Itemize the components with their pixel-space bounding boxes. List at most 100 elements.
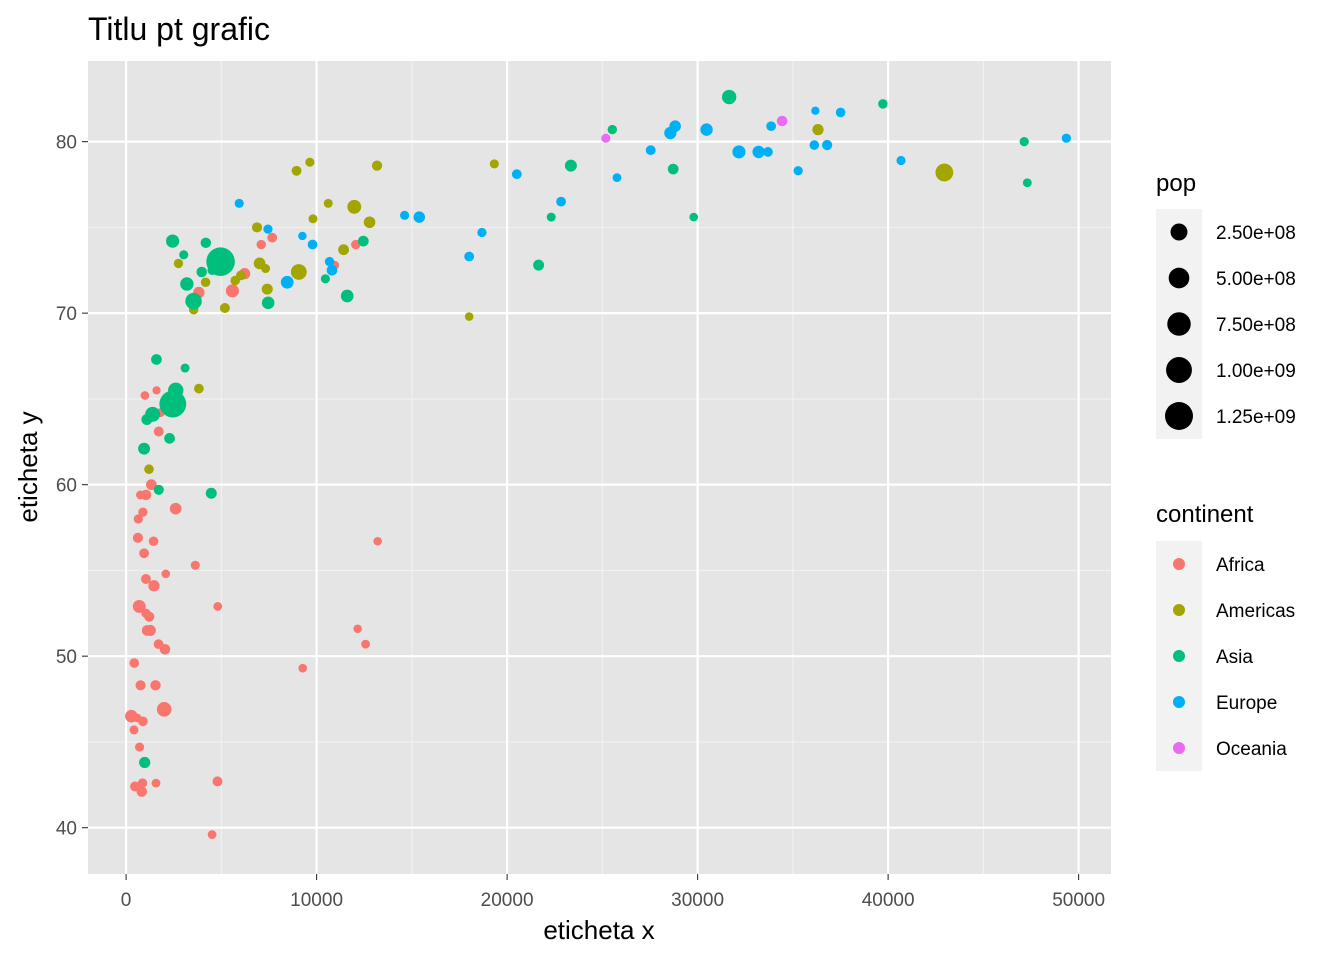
y-tick-label: 70 xyxy=(56,304,77,325)
color-legend-label: Europe xyxy=(1216,693,1277,714)
data-point xyxy=(935,163,954,182)
data-point xyxy=(878,99,888,109)
x-tick-label: 50000 xyxy=(1052,890,1105,911)
data-point xyxy=(166,234,180,248)
data-point xyxy=(263,224,273,234)
chart-title: Titlu pt grafic xyxy=(88,11,270,47)
color-legend-key xyxy=(1173,558,1185,570)
data-point xyxy=(151,354,162,365)
data-point xyxy=(812,123,824,136)
data-point xyxy=(612,173,622,183)
x-tick-label: 40000 xyxy=(862,890,915,911)
data-point xyxy=(161,569,171,579)
data-point xyxy=(219,302,230,314)
data-points xyxy=(125,89,1071,839)
data-point xyxy=(721,89,737,105)
data-point xyxy=(556,196,566,207)
data-point xyxy=(766,121,776,132)
size-legend-key xyxy=(1167,312,1191,336)
data-point xyxy=(169,502,182,515)
data-point xyxy=(196,266,207,278)
y-axis-label: eticheta y xyxy=(13,411,43,522)
data-point xyxy=(132,599,146,613)
data-point xyxy=(700,123,713,136)
data-point xyxy=(141,608,151,618)
data-point xyxy=(324,256,335,267)
data-point xyxy=(290,264,307,280)
minor-grid xyxy=(88,61,1111,874)
data-point xyxy=(347,199,362,214)
data-point xyxy=(205,487,217,499)
data-point xyxy=(835,107,846,118)
data-point xyxy=(207,830,217,839)
y-tick-label: 40 xyxy=(56,819,77,840)
data-point xyxy=(669,120,681,132)
x-tick-label: 20000 xyxy=(481,890,534,911)
size-legend-label: 2.50e+08 xyxy=(1216,223,1296,244)
data-point xyxy=(148,536,159,547)
data-point xyxy=(353,624,362,634)
data-point xyxy=(1022,178,1032,188)
data-point xyxy=(371,160,383,171)
data-point xyxy=(168,382,184,398)
color-legend-label: Oceania xyxy=(1216,739,1287,760)
data-point xyxy=(159,390,187,418)
size-legend-key xyxy=(1168,267,1190,289)
data-point xyxy=(200,277,211,288)
data-point xyxy=(138,716,148,727)
data-point xyxy=(150,680,161,691)
data-point xyxy=(1061,133,1071,143)
data-point xyxy=(144,464,154,475)
data-point xyxy=(152,386,161,395)
size-legend-label: 5.00e+08 xyxy=(1216,269,1296,290)
size-legend-label: 7.50e+08 xyxy=(1216,315,1296,336)
data-point xyxy=(601,133,611,143)
data-point xyxy=(607,124,618,135)
data-point xyxy=(896,155,906,166)
data-point xyxy=(190,560,200,570)
data-point xyxy=(464,312,474,321)
data-point xyxy=(129,658,140,668)
color-legend-key xyxy=(1173,696,1185,708)
data-point xyxy=(564,159,577,172)
data-point xyxy=(261,296,275,310)
data-point xyxy=(173,258,184,269)
data-point xyxy=(141,413,153,425)
color-legend-key xyxy=(1173,604,1185,616)
data-point xyxy=(511,169,522,180)
plot-panel xyxy=(88,61,1111,874)
data-point xyxy=(140,574,151,584)
data-point xyxy=(132,532,143,543)
data-point xyxy=(340,289,354,303)
x-tick-label: 10000 xyxy=(290,890,343,911)
data-point xyxy=(256,239,266,250)
data-point xyxy=(363,216,376,229)
color-legend-key xyxy=(1173,742,1185,754)
data-point xyxy=(159,644,171,655)
data-point xyxy=(267,232,278,243)
data-point xyxy=(153,426,164,437)
color-legend-label: Americas xyxy=(1216,601,1295,622)
data-point xyxy=(151,778,161,788)
data-point xyxy=(180,277,194,291)
data-point xyxy=(533,259,545,271)
x-axis-label: eticheta x xyxy=(543,915,654,945)
data-point xyxy=(1019,137,1029,147)
data-point xyxy=(323,198,333,208)
data-point xyxy=(137,778,148,788)
y-tick-label: 50 xyxy=(56,647,77,668)
y-tick-label: 80 xyxy=(56,133,77,154)
data-point xyxy=(320,274,330,284)
data-point xyxy=(809,140,820,150)
color-legend-title: continent xyxy=(1156,501,1254,528)
color-legend: continent Africa Americas Asia Europe Oceani… xyxy=(1156,501,1295,771)
data-point xyxy=(129,725,139,735)
series-americas xyxy=(144,123,954,475)
data-point xyxy=(732,145,746,159)
data-point xyxy=(400,210,410,220)
data-point xyxy=(164,433,175,444)
major-grid xyxy=(88,61,1111,874)
data-point xyxy=(180,363,190,373)
data-point xyxy=(667,163,679,175)
